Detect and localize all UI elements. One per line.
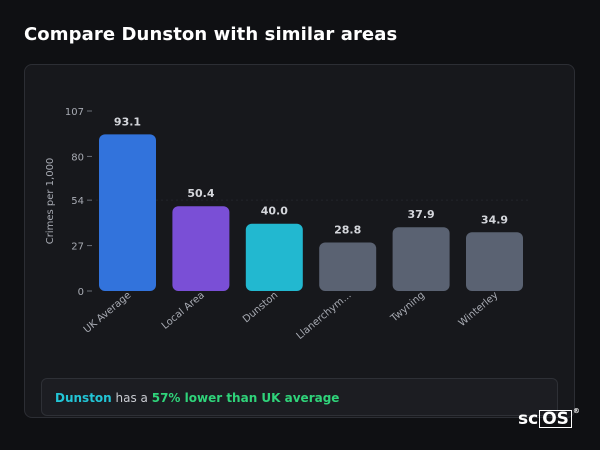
x-tick-label: Winterley [457,290,501,329]
scos-logo: sc OS ® [518,407,580,429]
logo-registered-mark: ® [572,407,580,415]
bar-value-label: 34.9 [481,213,508,226]
bar-twyning [392,227,450,291]
bar-value-label: 40.0 [261,205,288,218]
summary-area-name: Dunston [55,391,112,405]
bar-value-label: 37.9 [408,208,435,221]
x-tick-label: UK Average [82,290,134,336]
y-tick-label: 107 [65,107,84,118]
x-tick-label: Dunston [241,290,280,325]
x-tick-label: Twyning [388,290,427,325]
y-axis-label: Crimes per 1,000 [45,158,56,245]
summary-middle-text: has a [111,391,152,405]
bar-value-label: 93.1 [114,115,141,128]
logo-text-os: OS [539,410,572,428]
y-tick-label: 80 [71,152,84,163]
summary-highlight: 57% lower than UK average [151,391,340,405]
bar-value-label: 50.4 [187,187,214,200]
y-tick-label: 0 [78,287,84,298]
bar-winterley [466,232,523,291]
logo-text-sc: sc [518,409,539,429]
page-title: Compare Dunston with similar areas [24,24,398,45]
x-tick-label: Local Area [160,290,207,332]
bar-value-label: 28.8 [334,224,361,237]
y-tick-label: 54 [71,196,84,207]
bar-local-area [172,206,230,291]
summary-banner: Dunston has a 57% lower than UK average [41,378,558,416]
bar-llanerchym- [319,242,377,291]
bar-dunston [245,223,303,291]
y-tick-label: 27 [71,242,84,253]
bar-uk-average [99,134,156,291]
x-tick-label: Llanerchym... [295,290,354,342]
